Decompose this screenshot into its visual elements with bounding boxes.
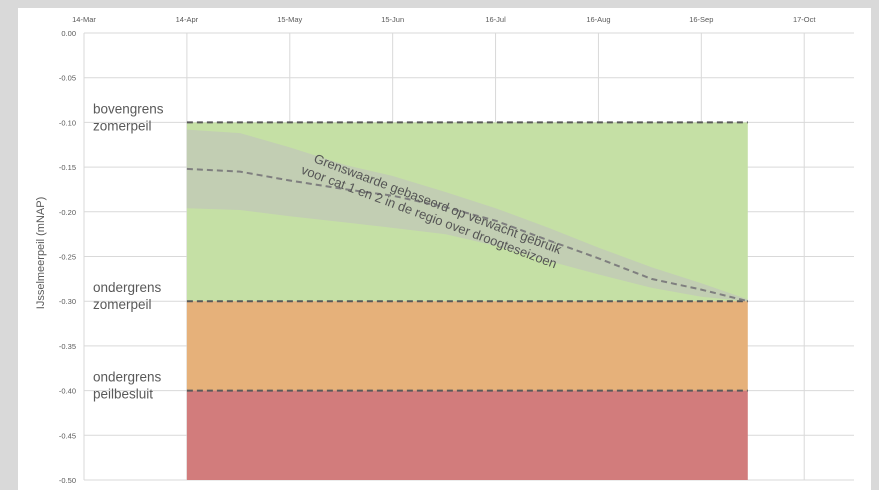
uncertainty-band [186,129,748,302]
y-tick-label: -0.25 [59,253,76,262]
level-chart: 14-Mar 14-Apr 15-May 15-Jun 16-Jul 16-Aug 16-S… [35,15,854,485]
x-tick-label: 17-Oct [793,15,816,24]
y-tick-label: -0.10 [59,118,76,127]
y-tick-label: -0.20 [59,208,76,217]
x-tick-label: 14-Mar [72,15,96,24]
y-tick-label: -0.40 [59,387,76,396]
y-tick-label: -0.30 [59,297,76,306]
x-tick-label: 16-Jul [485,15,506,24]
series-lines [186,167,749,303]
x-tick-label: 15-Jun [381,15,404,24]
uncertainty-band-area [186,129,748,302]
y-tick-label: -0.35 [59,342,76,351]
threshold-curve-line [186,167,749,303]
orange-zone [186,301,748,391]
y-axis-label: IJsselmeerpeil (mNAP) [35,197,47,309]
x-tick-label: 14-Apr [176,15,199,24]
threshold-label: bovengrens zomerpeil [93,101,164,133]
y-tick-label: -0.05 [59,74,76,83]
threshold-label: ondergrens peilbesluit [93,370,162,402]
x-tick-labels: 14-Mar 14-Apr 15-May 15-Jun 16-Jul 16-Aug 16-S… [72,15,816,24]
y-tick-label: 0.00 [61,29,76,38]
threshold-label: ondergrens zomerpeil [93,280,162,312]
y-tick-labels: 0.00 -0.05 -0.10 -0.15 -0.20 -0.25 -0.30 -0.35 -… [59,29,76,485]
chart-frame: 14-Mar 14-Apr 15-May 15-Jun 16-Jul 16-Aug 16-S… [18,8,871,490]
y-tick-label: -0.15 [59,163,76,172]
y-tick-label: -0.45 [59,431,76,440]
threshold-labels: bovengrens zomerpeil ondergrens zomerpeil on… [93,101,164,401]
x-tick-label: 15-May [277,15,302,24]
threshold-lines [186,121,748,392]
x-tick-label: 16-Aug [586,15,610,24]
y-tick-label: -0.50 [59,476,76,485]
red-zone [186,390,748,480]
x-tick-label: 16-Sep [689,15,713,24]
